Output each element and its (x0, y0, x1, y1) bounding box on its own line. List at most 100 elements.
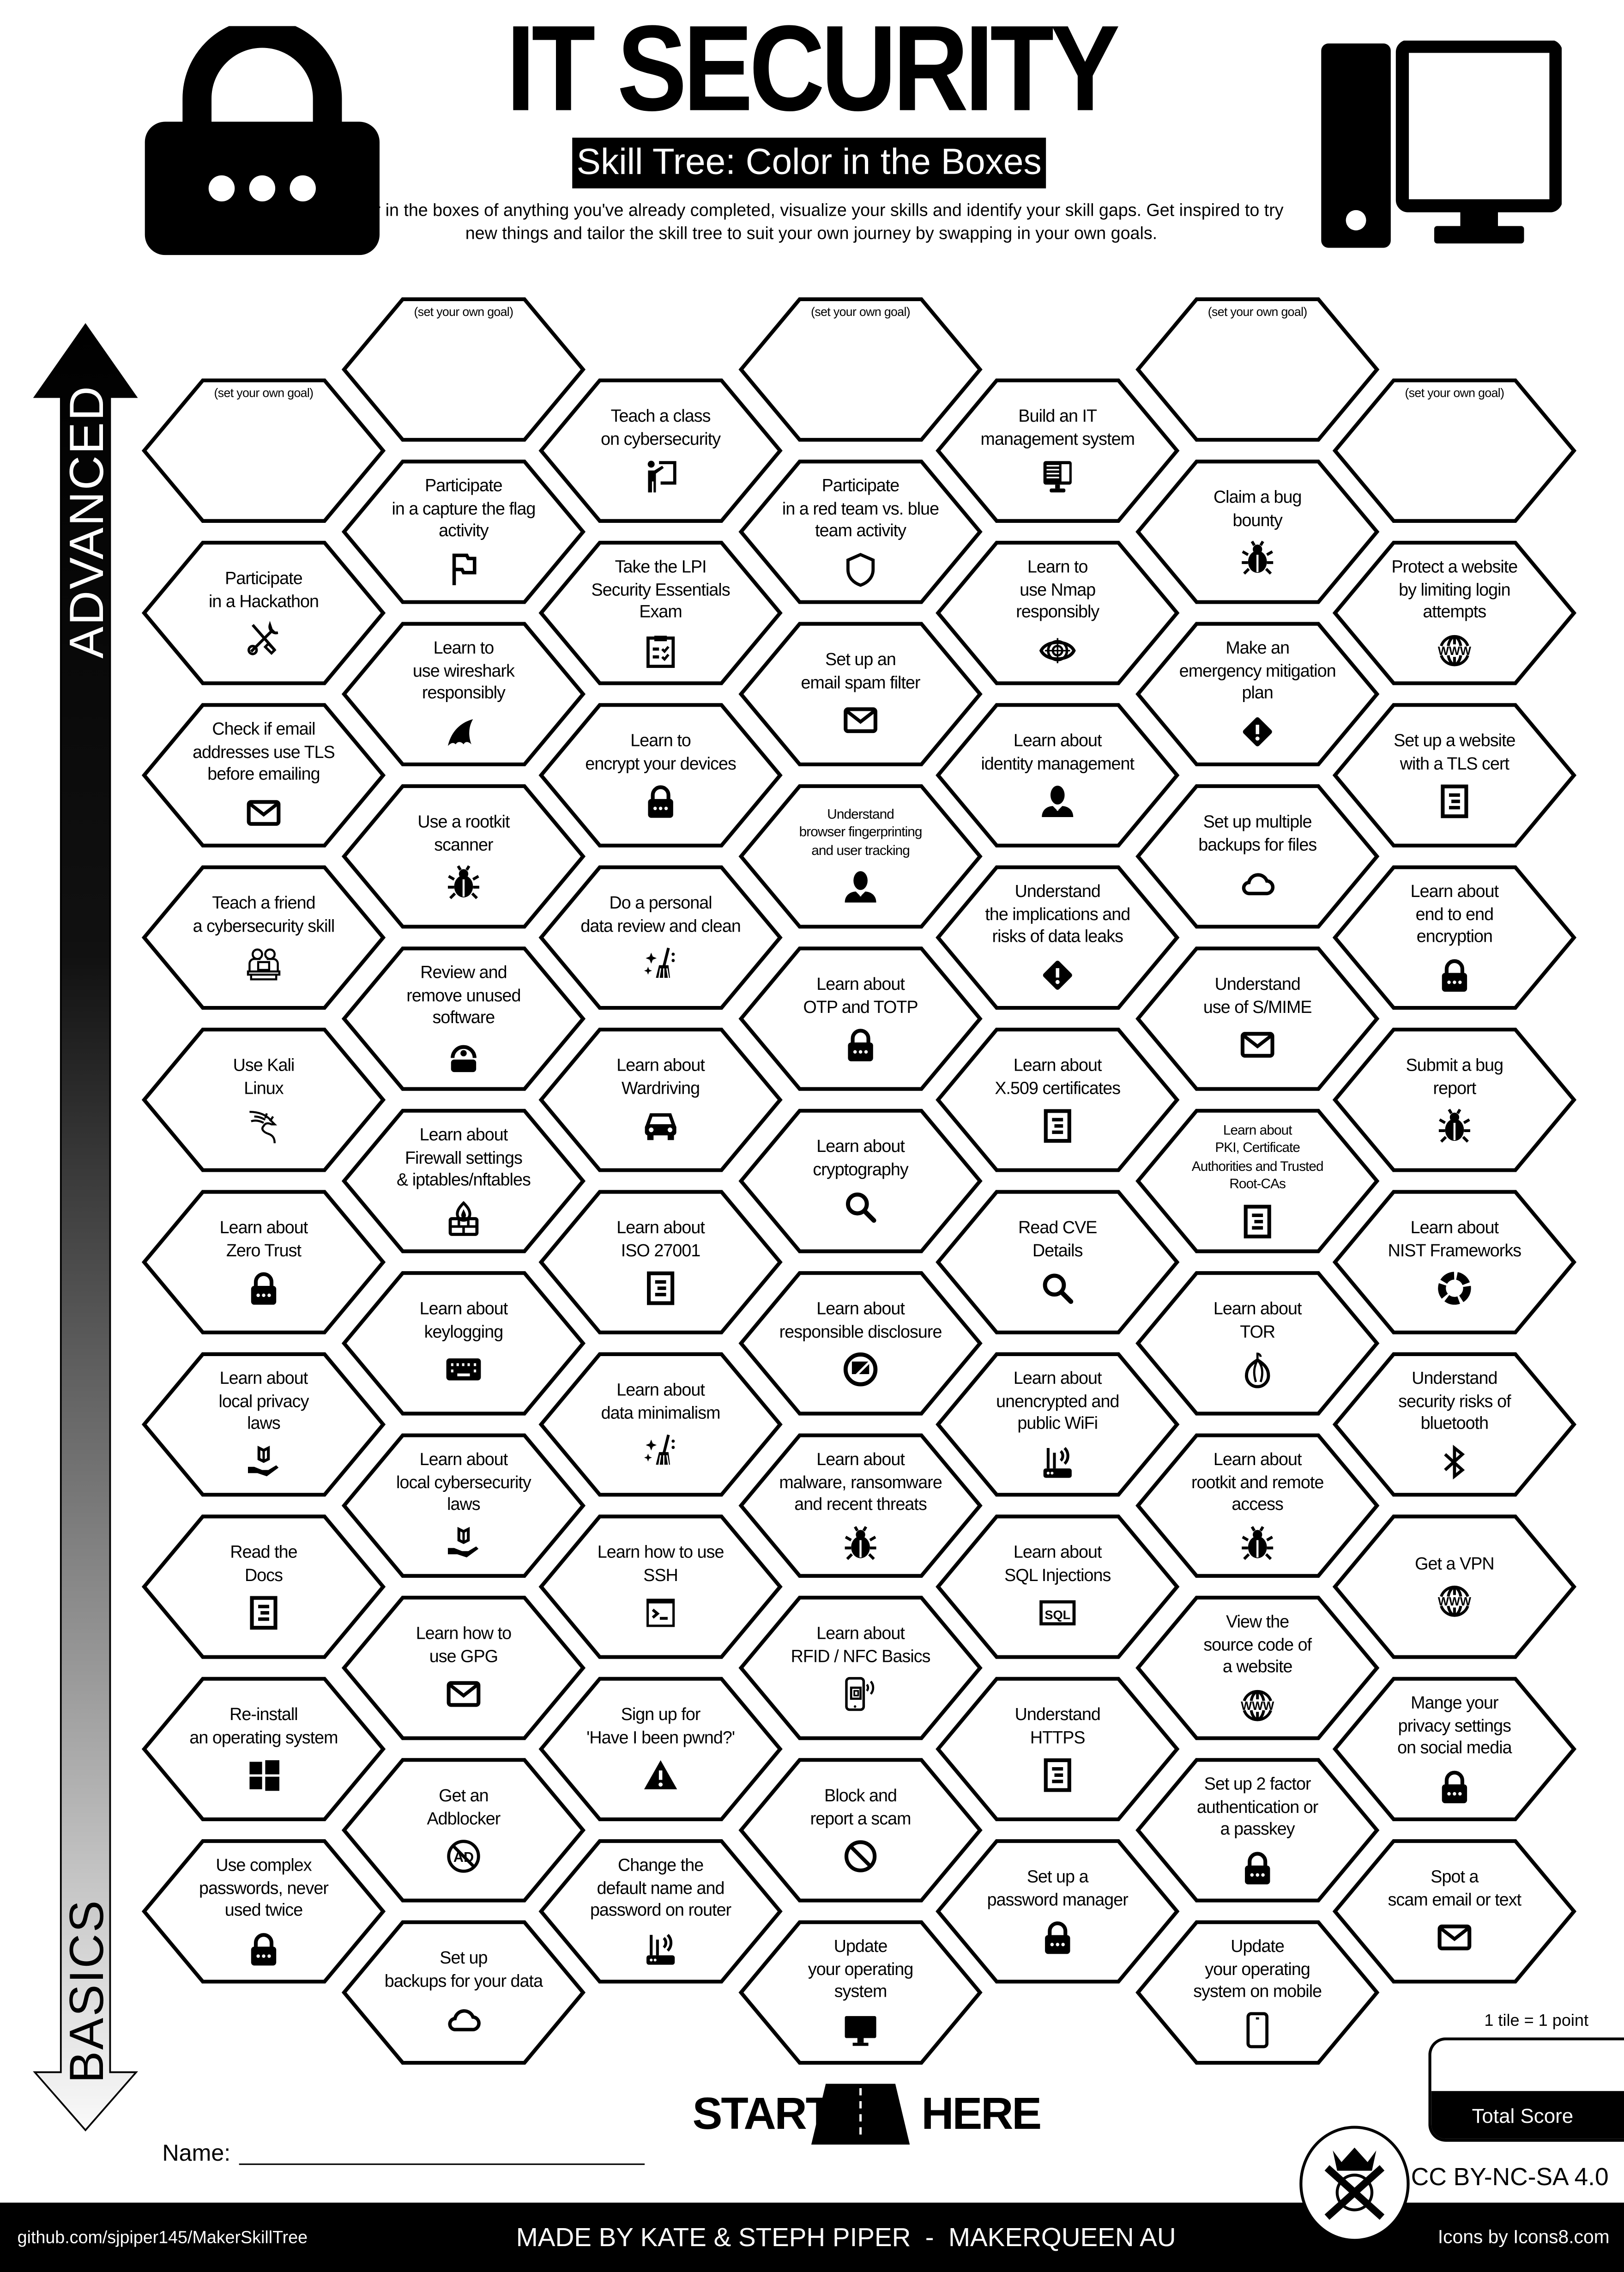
skill-tile[interactable]: Understand HTTPS (936, 1677, 1180, 1822)
skill-label: Learn about NIST Frameworks (1388, 1217, 1521, 1260)
skill-tile[interactable]: Learn to encrypt your devices (538, 703, 783, 848)
skill-tile[interactable]: Learn about local cybersecurity laws (341, 1433, 586, 1578)
skill-tile[interactable]: Use complex passwords, never used twice (141, 1839, 386, 1984)
skill-tile[interactable]: Learn about cryptography (738, 1109, 983, 1254)
skill-tile[interactable]: Take the LPI Security Essentials Exam (538, 540, 783, 685)
skill-tile[interactable]: Get an Adblocker AD (341, 1758, 586, 1903)
skill-tile[interactable]: Understand browser fingerprinting and us… (738, 784, 983, 929)
skill-tile[interactable]: Learn how to use GPG (341, 1595, 586, 1740)
skill-tile[interactable]: Understand use of S/MIME (1135, 946, 1380, 1091)
skill-tile[interactable]: Understand the implications and risks of… (936, 865, 1180, 1010)
skill-tile-custom-goal[interactable]: (set your own goal) (141, 378, 386, 523)
skill-tile[interactable]: Read CVE Details (936, 1190, 1180, 1335)
skill-label: Re-install an operating system (189, 1704, 338, 1747)
skill-tile[interactable]: Use Kali Linux (141, 1027, 386, 1172)
skill-tile[interactable]: Learn about malware, ransomware and rece… (738, 1433, 983, 1578)
skill-tile[interactable]: Learn about keylogging (341, 1271, 586, 1416)
skill-tile[interactable]: Mange your privacy settings on social me… (1332, 1677, 1577, 1822)
skill-tile[interactable]: Set up an email spam filter (738, 622, 983, 767)
instructions-text: Color in the boxes of anything you've al… (339, 200, 1284, 244)
name-field[interactable] (239, 2145, 645, 2165)
skill-tile[interactable]: Learn about rootkit and remote access (1135, 1433, 1380, 1578)
skill-tile[interactable]: Learn about OTP and TOTP (738, 946, 983, 1091)
skill-label: Learn about local privacy laws (218, 1368, 309, 1434)
skill-tile[interactable]: Build an IT management system (936, 378, 1180, 523)
repo-link[interactable]: github.com/sjpiper145/MakerSkillTree (17, 2227, 308, 2248)
skill-tile[interactable]: Set up multiple backups for files (1135, 784, 1380, 929)
skill-tile[interactable]: Get a VPN WWW (1332, 1515, 1577, 1660)
skill-tile[interactable]: Learn about ISO 27001 (538, 1190, 783, 1335)
bug-icon (1438, 1109, 1470, 1143)
skill-tile[interactable]: Claim a bug bounty (1135, 460, 1380, 605)
skill-tile[interactable]: Teach a class on cybersecurity (538, 378, 783, 523)
skill-label: Submit a bug report (1406, 1055, 1504, 1098)
skill-tile[interactable]: Understand security risks of bluetooth (1332, 1352, 1577, 1497)
skill-tile[interactable]: Learn about end to end encryption (1332, 865, 1577, 1010)
document-icon (647, 1271, 675, 1305)
skill-tile[interactable]: Block and report a scam (738, 1758, 983, 1903)
skill-tile[interactable]: Make an emergency mitigation plan (1135, 622, 1380, 767)
warning-diamond-icon (1243, 717, 1272, 746)
skill-tile[interactable]: Check if email addresses use TLS before … (141, 703, 386, 848)
skill-tile[interactable]: Protect a website by limiting login atte… (1332, 540, 1577, 685)
skill-tile[interactable]: Participate in a capture the flag activi… (341, 460, 586, 605)
skill-label: Sign up for 'Have I been pwnd?' (586, 1704, 735, 1747)
skill-tile[interactable]: Learn how to use SSH (538, 1515, 783, 1660)
skill-tile[interactable]: Learn about RFID / NFC Basics (738, 1595, 983, 1740)
skill-tile[interactable]: Re-install an operating system (141, 1677, 386, 1822)
skill-tile[interactable]: Read the Docs (141, 1515, 386, 1660)
credit-text: MADE BY KATE & STEPH PIPER - MAKERQUEEN … (516, 2223, 1176, 2252)
skill-tile[interactable]: Learn about X.509 certificates (936, 1027, 1180, 1172)
skill-label: Read CVE Details (1018, 1217, 1097, 1260)
skill-tile-custom-goal[interactable]: (set your own goal) (1332, 378, 1577, 523)
skill-label: Set up an email spam filter (801, 649, 921, 692)
skill-tile[interactable]: Participate in a Hackathon (141, 540, 386, 685)
skill-tile[interactable]: Learn about Zero Trust (141, 1190, 386, 1335)
teaching-icon (247, 948, 281, 981)
skill-tile[interactable]: Learn about responsible disclosure (738, 1271, 983, 1416)
skill-tile-custom-goal[interactable]: (set your own goal) (1135, 297, 1380, 442)
skill-tile[interactable]: Learn about NIST Frameworks (1332, 1190, 1577, 1335)
skill-tile[interactable]: Learn to use Nmap responsibly (936, 540, 1180, 685)
skill-tile[interactable]: Learn about PKI, Certificate Authorities… (1135, 1109, 1380, 1254)
skill-tile[interactable]: Learn about Wardriving (538, 1027, 783, 1172)
skill-tile[interactable]: Learn about SQL Injections SQL (936, 1515, 1180, 1660)
shark-fin-icon (447, 719, 473, 746)
skill-tile[interactable]: Learn about Firewall settings & iptables… (341, 1109, 586, 1254)
car-icon (645, 1113, 676, 1140)
skill-tile[interactable]: Participate in a red team vs. blue team … (738, 460, 983, 605)
skill-label: Do a personal data review and clean (580, 892, 741, 936)
svg-text:WWW: WWW (1438, 1596, 1472, 1609)
skill-tile[interactable]: Learn about data minimalism (538, 1352, 783, 1497)
skill-tile[interactable]: Sign up for 'Have I been pwnd?' (538, 1677, 783, 1822)
skill-label: Build an IT management system (980, 406, 1135, 449)
skill-tile[interactable]: Set up a password manager (936, 1839, 1180, 1984)
skill-tile[interactable]: Change the default name and password on … (538, 1839, 783, 1984)
skill-tile[interactable]: Learn about local privacy laws (141, 1352, 386, 1497)
total-score-box[interactable]: Total Score (1428, 2037, 1624, 2142)
skill-tile-custom-goal[interactable]: (set your own goal) (341, 297, 586, 442)
skill-tile[interactable]: Review and remove unused software (341, 946, 586, 1091)
skill-tile[interactable]: Teach a friend a cybersecurity skill (141, 865, 386, 1010)
skill-tile[interactable]: Set up a website with a TLS cert (1332, 703, 1577, 848)
skill-tile[interactable]: Learn about TOR (1135, 1271, 1380, 1416)
skill-tile-custom-goal[interactable]: (set your own goal) (738, 297, 983, 442)
skill-tile[interactable]: Set up 2 factor authentication or a pass… (1135, 1758, 1380, 1903)
skill-label: Learn about keylogging (419, 1298, 508, 1341)
skill-tile[interactable]: Spot a scam email or text (1332, 1839, 1577, 1984)
skill-tile[interactable]: Learn about unencrypted and public WiFi (936, 1352, 1180, 1497)
skill-tile[interactable]: Update your operating system (738, 1920, 983, 2065)
skill-tile[interactable]: Submit a bug report (1332, 1027, 1577, 1172)
total-score-value[interactable] (1431, 2040, 1624, 2091)
skill-tile[interactable]: Update your operating system on mobile (1135, 1920, 1380, 2065)
skill-tile[interactable]: Use a rootkit scanner (341, 784, 586, 929)
skill-tile[interactable]: Learn about identity management (936, 703, 1180, 848)
license-text: CC BY-NC-SA 4.0 (1411, 2163, 1609, 2191)
skill-tile[interactable]: Learn to use wireshark responsibly (341, 622, 586, 767)
skill-label: Learn about identity management (981, 730, 1135, 773)
skill-tile[interactable]: Do a personal data review and clean (538, 865, 783, 1010)
sql-icon: SQL (1039, 1600, 1076, 1626)
skill-tile[interactable]: View the source code of a website WWW (1135, 1595, 1380, 1740)
skill-tile[interactable]: Set up backups for your data (341, 1920, 586, 2065)
skill-label: Understand security risks of bluetooth (1398, 1368, 1511, 1434)
